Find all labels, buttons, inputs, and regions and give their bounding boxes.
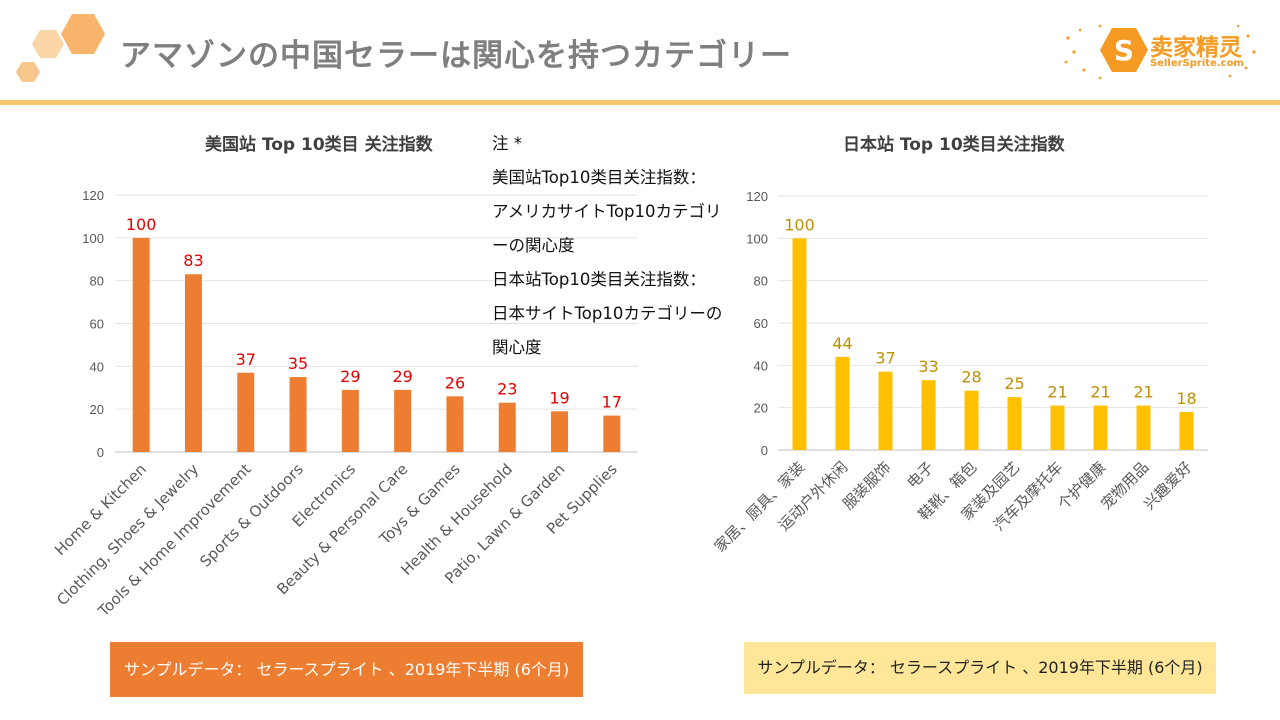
jp-category-label: 电子 <box>903 458 937 492</box>
hexagon-medium <box>32 30 64 58</box>
us-y-tick-label: 20 <box>90 402 104 417</box>
jp-data-label: 100 <box>784 215 815 234</box>
jp-bar <box>964 390 979 450</box>
jp-bar <box>921 380 936 450</box>
jp-source-text: サンプルデータ： セラースプライト 、2019年下半期 (6个月) <box>757 658 1203 677</box>
jp-bar <box>835 356 850 450</box>
jp-data-label: 44 <box>832 334 852 353</box>
note-line: 関心度 <box>492 338 542 357</box>
us-data-label: 83 <box>183 251 203 270</box>
jp-y-tick-label: 80 <box>754 274 768 289</box>
us-bar <box>184 274 202 452</box>
jp-y-tick-label: 20 <box>754 401 768 416</box>
us-bar <box>341 389 359 452</box>
sellersprite-logo: S <box>1064 24 1256 80</box>
jp-bar <box>1136 405 1151 450</box>
us-source-box: サンプルデータ： セラースプライト 、2019年下半期 (6个月) <box>110 642 583 697</box>
jp-y-tick-label: 100 <box>746 231 768 246</box>
page-title: アマゾンの中国セラーは関心を持つカテゴリー <box>120 38 792 74</box>
jp-data-label: 28 <box>961 368 981 387</box>
jp-data-label: 21 <box>1133 383 1153 402</box>
us-bar <box>603 415 621 452</box>
jp-bar <box>1093 405 1108 450</box>
us-data-label: 26 <box>445 373 465 392</box>
note-line: 日本站Top10类目关注指数： <box>492 270 706 289</box>
jp-bar <box>1179 411 1194 450</box>
us-y-tick-label: 0 <box>97 445 104 460</box>
us-bar <box>394 389 412 452</box>
us-chart-title: 美国站 Top 10类目 关注指数 <box>205 135 433 155</box>
jp-y-tick-label: 40 <box>754 358 768 373</box>
jp-bar <box>792 238 807 450</box>
decorative-hexagons <box>16 14 105 82</box>
jp-data-label: 33 <box>918 357 938 376</box>
note-line: 日本サイトTop10カテゴリーの <box>492 304 723 323</box>
note-textbox: 注 * 美国站Top10类目关注指数： アメリカサイトTop10カテゴリ ーの関… <box>492 127 762 365</box>
us-y-tick-label: 80 <box>90 274 104 289</box>
logo-chinese-text: 卖家精灵 <box>1150 35 1242 61</box>
jp-source-box: サンプルデータ： セラースプライト 、2019年下半期 (6个月) <box>744 642 1216 694</box>
jp-chart-title: 日本站 Top 10类目关注指数 <box>843 135 1065 155</box>
jp-bar <box>1050 405 1065 450</box>
jp-data-label: 25 <box>1004 374 1024 393</box>
jp-data-label: 21 <box>1090 383 1110 402</box>
jp-data-label: 18 <box>1176 389 1196 408</box>
us-data-label: 29 <box>392 367 412 386</box>
us-source-text: サンプルデータ： セラースプライト 、2019年下半期 (6个月) <box>123 659 570 679</box>
jp-category-label: 兴趣爱好 <box>1140 458 1195 513</box>
logo-english-text: SellerSprite.com <box>1150 58 1244 69</box>
us-data-label: 35 <box>288 354 308 373</box>
us-bar <box>132 237 150 452</box>
note-line: アメリカサイトTop10カテゴリ <box>492 202 722 221</box>
note-line: 美国站Top10类目关注指数： <box>492 168 706 187</box>
us-bar <box>289 377 307 452</box>
note-line: 注 * <box>492 134 522 153</box>
jp-y-tick-label: 0 <box>761 443 768 458</box>
jp-bar <box>878 371 893 450</box>
jp-bar <box>1007 397 1022 450</box>
us-y-tick-label: 40 <box>90 359 104 374</box>
us-data-label: 23 <box>497 380 517 399</box>
us-data-label: 29 <box>340 367 360 386</box>
jp-y-tick-label: 60 <box>754 316 768 331</box>
hexagon-large <box>61 14 105 54</box>
us-bar <box>498 402 516 452</box>
jp-data-label: 37 <box>875 349 895 368</box>
jp-data-label: 21 <box>1047 383 1067 402</box>
us-y-tick-label: 100 <box>82 231 104 246</box>
header-divider <box>0 100 1280 105</box>
us-y-tick-label: 60 <box>90 317 104 332</box>
us-data-label: 19 <box>549 388 569 407</box>
jp-y-tick-label: 120 <box>746 189 768 204</box>
note-line: ーの関心度 <box>492 236 575 255</box>
jp-category-label: 服装服饰 <box>839 458 894 513</box>
us-bar <box>446 396 464 452</box>
us-data-label: 17 <box>602 393 622 412</box>
us-category-label: Home & Kitchen <box>51 460 150 559</box>
hexagon-small <box>16 62 40 82</box>
us-data-label: 100 <box>126 215 157 234</box>
us-bar <box>237 372 255 452</box>
us-data-label: 37 <box>236 350 256 369</box>
svg-text:S: S <box>1114 34 1134 67</box>
us-bar <box>551 411 569 452</box>
us-y-tick-label: 120 <box>82 188 104 203</box>
